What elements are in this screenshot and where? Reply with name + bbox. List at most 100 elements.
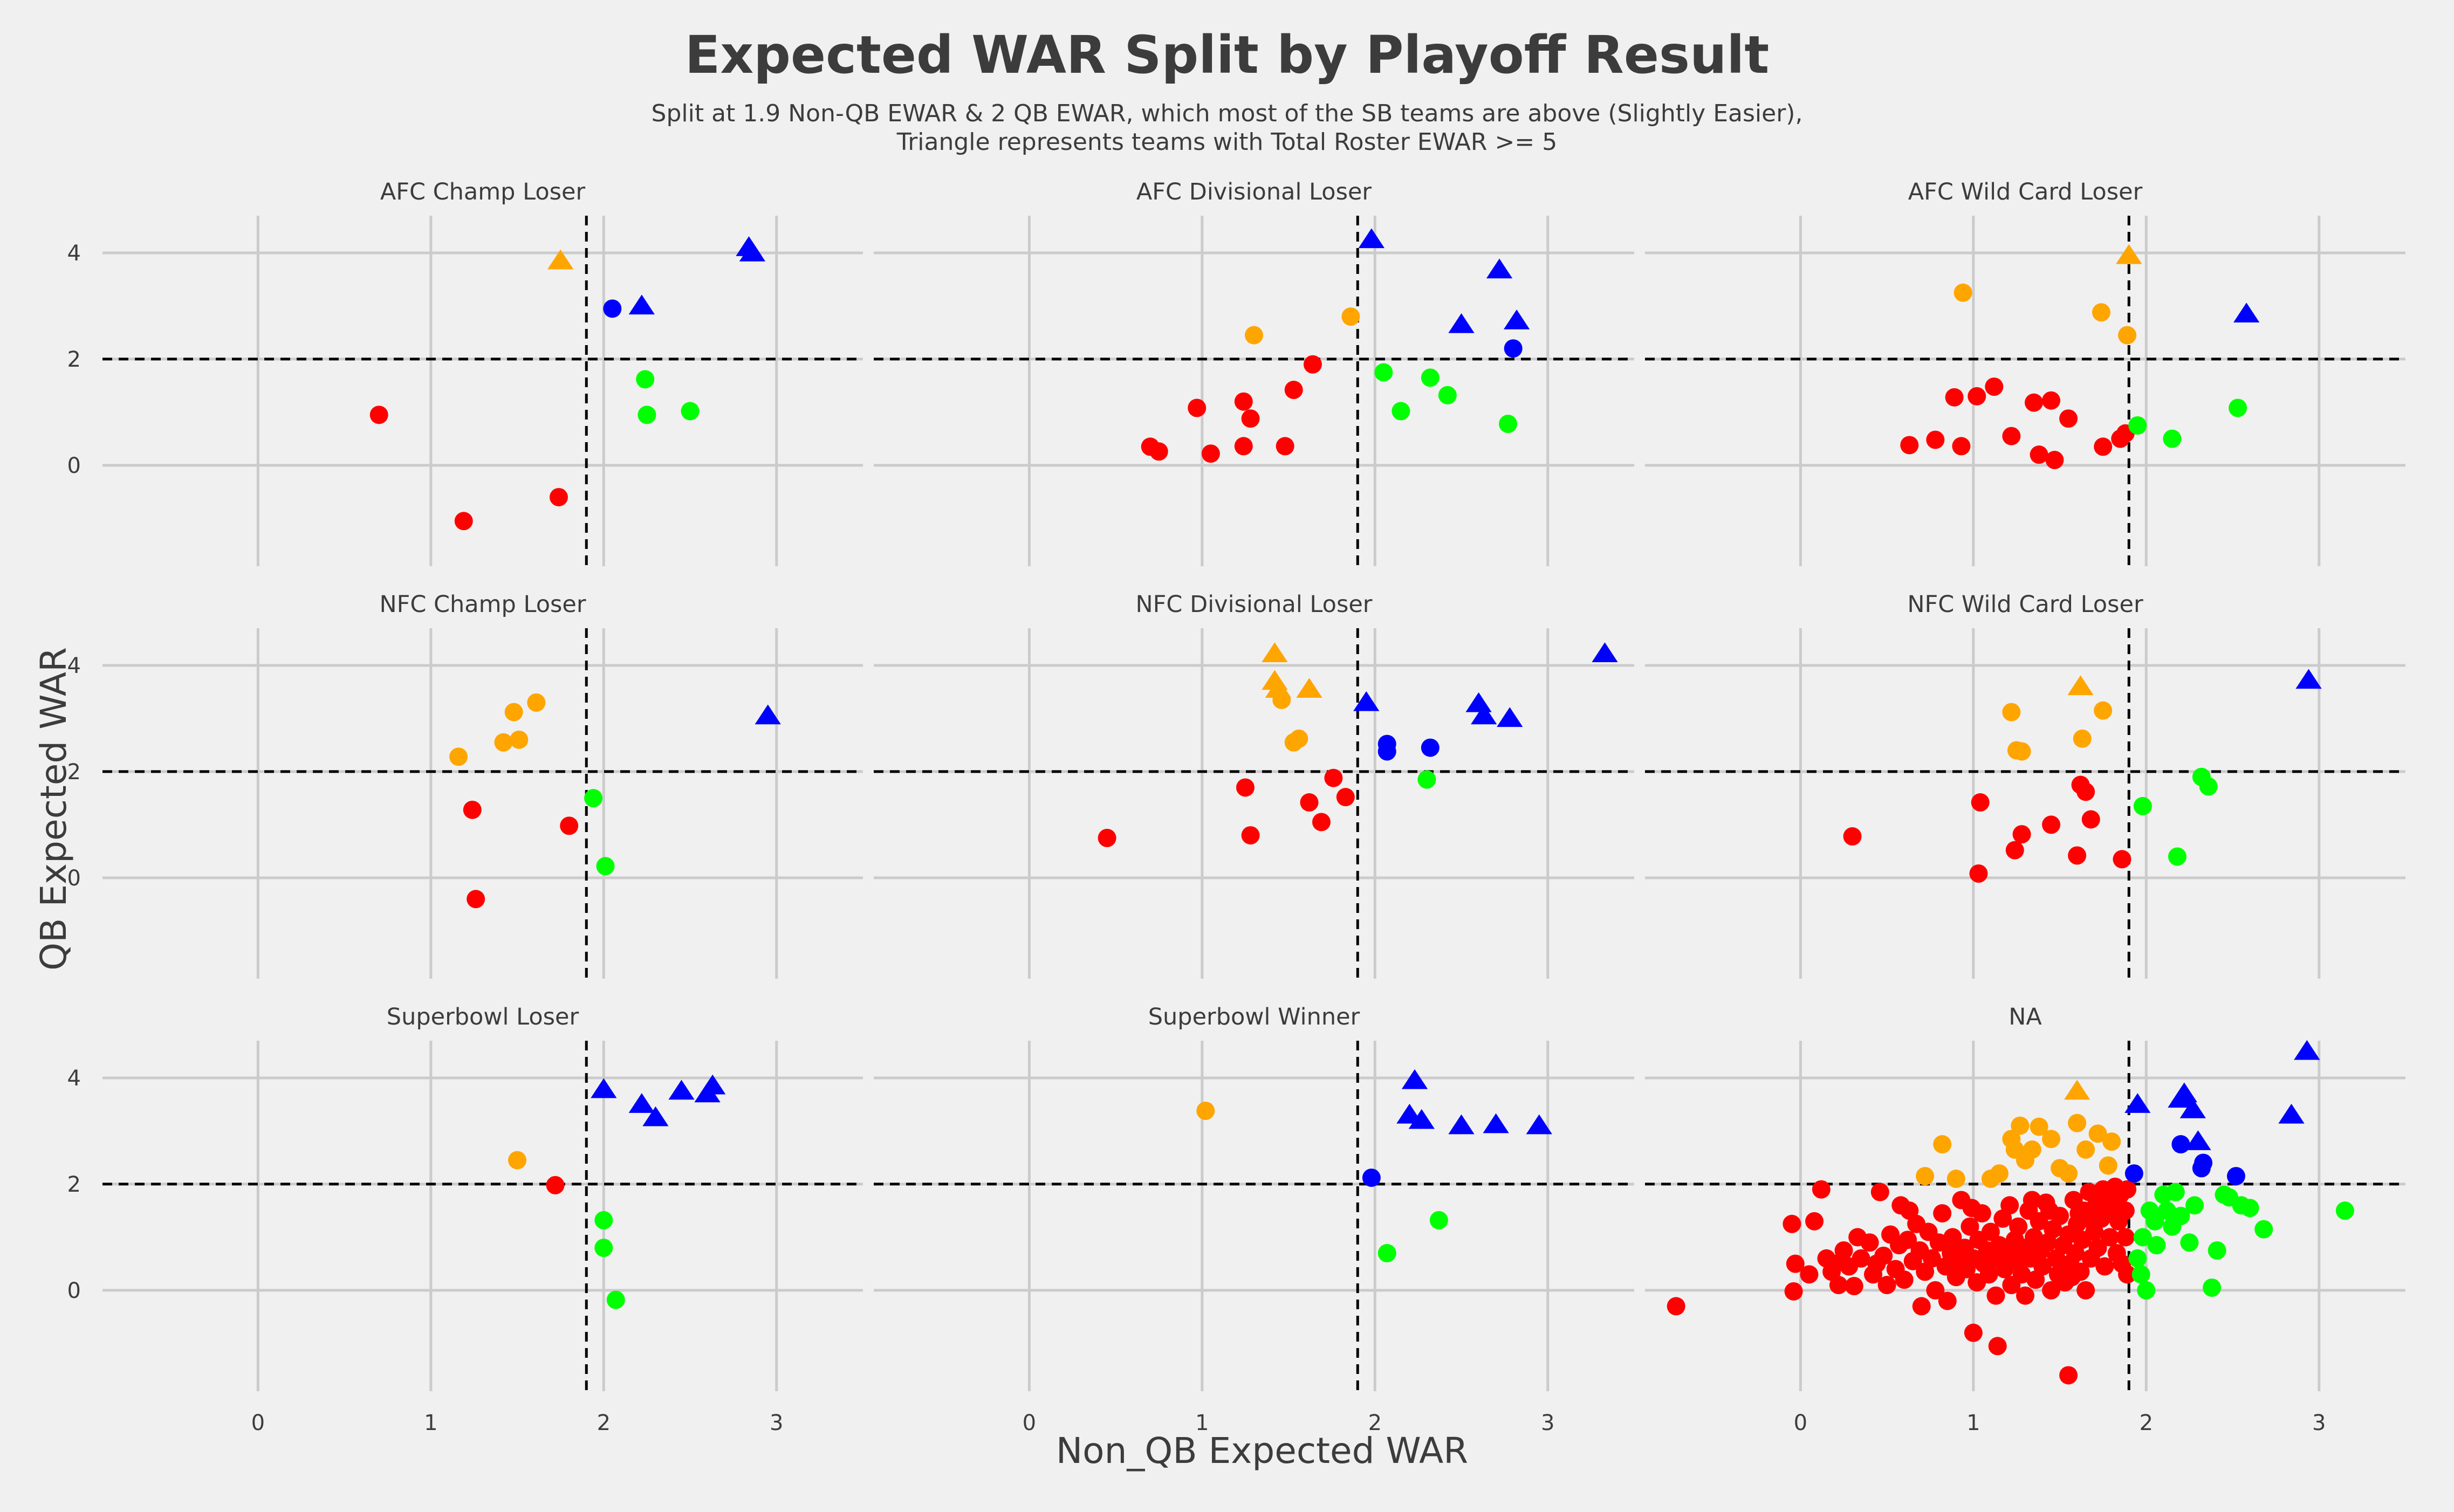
data-point	[2069, 1204, 2088, 1223]
facet-label: AFC Wild Card Loser	[1908, 178, 2143, 205]
data-point	[1986, 1286, 2005, 1305]
data-point-triangle	[1296, 678, 1322, 698]
data-point	[2102, 1132, 2121, 1151]
data-point	[1341, 307, 1360, 326]
data-point	[527, 693, 546, 712]
y-tick-label: 4	[67, 654, 81, 678]
data-point-triangle	[1465, 692, 1492, 712]
data-point-triangle	[2295, 669, 2322, 689]
data-point-triangle	[700, 1074, 726, 1095]
data-point-triangle	[1592, 642, 1618, 663]
data-point	[2011, 1116, 2030, 1135]
data-point	[1912, 1297, 1931, 1316]
data-point	[1848, 1228, 1867, 1247]
facet-label: Superbowl Loser	[387, 1004, 579, 1030]
data-point-triangle	[547, 249, 574, 270]
data-point	[1312, 813, 1331, 831]
data-point	[2059, 409, 2078, 428]
data-point	[1783, 1214, 1801, 1233]
data-point	[2157, 1201, 2176, 1220]
data-point	[2076, 782, 2095, 801]
data-point	[1985, 377, 2004, 396]
y-tick-label: 0	[67, 1279, 81, 1303]
data-point	[1417, 770, 1436, 789]
y-tick-label: 2	[67, 1172, 81, 1197]
data-point	[1946, 1170, 1965, 1188]
data-point	[2030, 445, 2048, 464]
data-point	[1916, 1167, 1935, 1186]
data-point	[2113, 850, 2131, 869]
data-point	[1990, 1164, 2009, 1183]
data-point	[1234, 392, 1253, 411]
facet-panel: Superbowl Winner 0 1 2 3	[874, 1004, 1634, 1435]
data-point-triangle	[591, 1078, 617, 1098]
data-point	[1438, 386, 1457, 404]
facet-panel: NFC Champ Loser 0 2 4	[67, 591, 863, 979]
data-point	[1952, 437, 1971, 456]
data-point	[2045, 451, 2064, 470]
data-point	[2005, 841, 2024, 860]
data-point	[1303, 355, 1322, 374]
data-point-triangle	[755, 704, 781, 725]
data-point	[2094, 437, 2113, 456]
data-point	[1098, 829, 1116, 848]
data-point	[2145, 1212, 2164, 1231]
data-point	[2059, 1164, 2078, 1183]
data-point	[2133, 796, 2152, 815]
data-point	[1926, 430, 1945, 449]
data-point	[2180, 1233, 2199, 1252]
facet-panel: AFC Divisional Loser	[874, 178, 1634, 566]
data-point	[2012, 742, 2031, 761]
data-point	[1196, 1102, 1215, 1120]
data-point	[1786, 1254, 1805, 1273]
facet-panel: AFC Wild Card Loser	[1645, 178, 2405, 566]
data-point	[594, 1211, 613, 1229]
data-point	[1241, 409, 1260, 428]
data-point	[1805, 1212, 1824, 1231]
data-point	[1284, 381, 1303, 400]
data-point	[550, 487, 568, 506]
data-point	[2118, 1265, 2137, 1284]
data-point	[1784, 1282, 1803, 1301]
facet-panel: Superbowl Loser 0 2 4 0 1 2 3	[67, 1004, 863, 1435]
data-point	[2133, 1228, 2152, 1247]
data-point	[638, 406, 656, 424]
data-point	[2226, 1167, 2245, 1186]
data-point	[1877, 1276, 1896, 1295]
data-point	[2118, 326, 2137, 345]
data-point	[681, 402, 700, 421]
data-point	[1981, 1222, 2000, 1241]
data-point	[1391, 402, 1410, 421]
chart-subtitle-line-2: Triangle represents teams with Total Ros…	[896, 128, 1557, 156]
data-point-triangle	[628, 1093, 655, 1113]
data-point	[596, 857, 615, 876]
data-point	[2023, 1140, 2041, 1159]
data-point	[1362, 1169, 1381, 1187]
data-point-triangle	[1448, 1114, 1475, 1135]
data-point	[1324, 768, 1343, 787]
data-point	[2042, 1281, 2061, 1300]
facet-label: Superbowl Winner	[1148, 1004, 1360, 1030]
data-point	[1962, 1199, 1981, 1218]
data-point-triangle	[2171, 1082, 2197, 1103]
data-point	[2088, 1239, 2107, 1257]
data-point	[2124, 1164, 2143, 1183]
x-tick-label: 2	[1368, 1411, 1382, 1435]
data-point	[1843, 827, 1862, 846]
data-point	[2023, 1191, 2041, 1209]
data-point	[2092, 303, 2110, 322]
data-point	[1377, 742, 1396, 761]
x-tick-label: 1	[1195, 1411, 1209, 1435]
data-point	[467, 890, 485, 909]
data-point	[2128, 416, 2147, 435]
data-point	[1929, 1233, 1948, 1252]
data-point	[2208, 1241, 2226, 1260]
x-tick-label: 3	[770, 1411, 783, 1435]
data-point	[1201, 444, 1220, 463]
y-tick-label: 2	[67, 760, 81, 785]
data-point	[2116, 1201, 2135, 1220]
data-point	[1377, 1243, 1396, 1262]
data-point-triangle	[2067, 675, 2094, 696]
